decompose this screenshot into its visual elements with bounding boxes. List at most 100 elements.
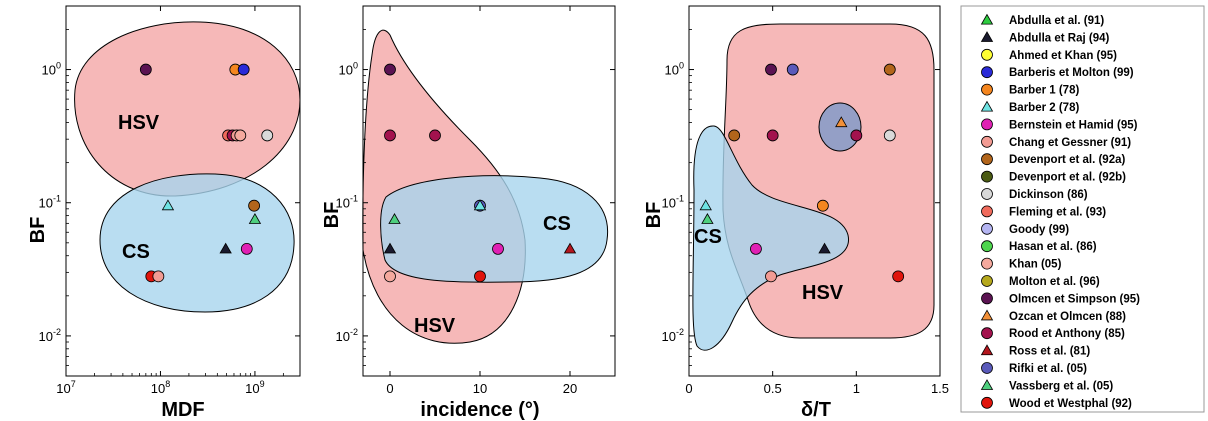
cs-region-label: CS bbox=[694, 226, 722, 248]
point-group bbox=[699, 63, 905, 283]
y-tick-label: 10-1 bbox=[39, 194, 61, 211]
point-group bbox=[139, 63, 274, 283]
tick-group: 0 10 20 10-2 10-1 100 bbox=[336, 5, 615, 396]
data-point bbox=[152, 270, 165, 283]
y-tick-label: 10-2 bbox=[336, 327, 358, 344]
data-point bbox=[139, 63, 152, 76]
legend-label: Abdulla et Raj (94) bbox=[1009, 32, 1109, 44]
legend-label: Devenport et al. (92b) bbox=[1009, 172, 1126, 184]
data-point bbox=[261, 129, 274, 142]
data-point bbox=[161, 199, 175, 211]
data-point bbox=[248, 199, 261, 212]
legend-marker bbox=[981, 205, 993, 218]
data-point bbox=[892, 270, 905, 283]
legend-items: Abdulla et al. (91) Abdulla et Raj (94) Ah… bbox=[980, 13, 1140, 410]
hsv-region-label: HSV bbox=[118, 112, 160, 134]
data-point bbox=[492, 243, 504, 255]
y-tick-label: 100 bbox=[665, 61, 684, 78]
data-point bbox=[388, 213, 401, 224]
data-point bbox=[786, 63, 799, 76]
data-point bbox=[765, 270, 777, 283]
legend-label: Wood et Westphal (92) bbox=[1009, 398, 1132, 410]
x-tick-label: 0.5 bbox=[764, 381, 782, 396]
panel-mdf: BF 107 108 109 10-2 10-1 100 HSV CS MDF bbox=[27, 5, 301, 421]
legend-marker bbox=[980, 309, 994, 321]
data-point bbox=[850, 129, 863, 142]
legend: Abdulla et al. (91) Abdulla et Raj (94) Ah… bbox=[960, 5, 1205, 413]
legend-label: Hasan et al. (86) bbox=[1009, 241, 1097, 253]
legend-label: Barber 1 (78) bbox=[1009, 85, 1079, 97]
legend-label: Barberis et Molton (99) bbox=[1009, 67, 1134, 79]
tick-group: 107 108 109 10-2 10-1 100 bbox=[39, 5, 301, 396]
data-point bbox=[473, 199, 487, 211]
y-axis-title: BF bbox=[27, 217, 49, 244]
legend-marker bbox=[981, 135, 993, 148]
legend-label: Barber 2 (78) bbox=[1009, 102, 1079, 114]
data-point bbox=[237, 63, 250, 76]
hsv-region bbox=[74, 21, 301, 197]
data-point bbox=[728, 129, 741, 142]
legend-frame bbox=[960, 5, 1205, 413]
x-tick-label: 0 bbox=[386, 381, 393, 396]
x-tick-label: 109 bbox=[245, 379, 264, 396]
legend-marker bbox=[981, 240, 993, 253]
cs-region bbox=[692, 125, 849, 351]
legend-label: Abdulla et al. (91) bbox=[1009, 15, 1104, 27]
legend-marker bbox=[980, 379, 994, 390]
data-point bbox=[699, 199, 712, 211]
legend-marker bbox=[980, 31, 994, 42]
legend-marker bbox=[981, 362, 993, 374]
y-tick-label: 10-2 bbox=[39, 327, 61, 344]
legend-label: Molton et al. (96) bbox=[1009, 276, 1100, 288]
legend-marker bbox=[981, 118, 993, 131]
x-tick-label: 1.5 bbox=[931, 381, 949, 396]
region-group bbox=[74, 21, 301, 313]
panel-delta-t: BF 0 0.5 1 1.5 10-2 10-1 100 HSV CS δ/T bbox=[643, 5, 949, 421]
region-group bbox=[362, 29, 609, 344]
legend-label: Ozcan et Olmcen (88) bbox=[1009, 311, 1126, 323]
y-tick-label: 10-1 bbox=[336, 194, 358, 211]
x-tick-label: 20 bbox=[563, 381, 577, 396]
tick-group: 0 0.5 1 1.5 10-2 10-1 100 bbox=[662, 5, 949, 396]
legend-marker bbox=[980, 100, 994, 112]
legend-marker bbox=[980, 13, 994, 25]
legend-marker bbox=[981, 188, 993, 200]
x-tick-label: 108 bbox=[151, 379, 170, 396]
legend-marker bbox=[980, 344, 994, 356]
legend-label: Devenport et al. (92a) bbox=[1009, 154, 1125, 166]
data-point bbox=[835, 116, 848, 128]
y-axis-title: BF bbox=[643, 202, 665, 229]
x-tick-label: 0 bbox=[685, 381, 692, 396]
panel-incidence: BF 0 10 20 10-2 10-1 100 HSV CS incidence (°) bbox=[321, 5, 616, 421]
data-point bbox=[384, 270, 396, 283]
data-point bbox=[219, 242, 232, 254]
x-tick-label: 1 bbox=[853, 381, 860, 396]
legend-label: Goody (99) bbox=[1009, 224, 1069, 236]
data-point bbox=[750, 243, 762, 255]
legend-marker bbox=[981, 66, 993, 79]
legend-label: Vassberg et al. (05) bbox=[1009, 380, 1113, 392]
legend-marker bbox=[981, 83, 993, 96]
legend-label: Bernstein et Hamid (95) bbox=[1009, 119, 1138, 131]
data-point bbox=[384, 129, 396, 142]
x-axis-title: incidence (°) bbox=[420, 399, 539, 421]
hsv-region-label: HSV bbox=[414, 315, 456, 337]
y-tick-label: 10-1 bbox=[662, 194, 684, 211]
legend-marker bbox=[981, 292, 993, 305]
region-group bbox=[692, 23, 935, 351]
data-point bbox=[765, 63, 777, 76]
y-tick-label: 100 bbox=[42, 61, 61, 78]
legend-label: Rifki et al. (05) bbox=[1009, 363, 1087, 375]
legend-marker bbox=[981, 222, 993, 235]
data-point bbox=[383, 242, 397, 254]
legend-marker bbox=[981, 153, 993, 166]
x-axis-title: MDF bbox=[161, 399, 204, 421]
legend-marker bbox=[981, 327, 993, 340]
y-axis-title: BF bbox=[321, 202, 343, 229]
data-point bbox=[429, 129, 441, 142]
y-tick-label: 10-2 bbox=[662, 327, 684, 344]
plot-frame bbox=[65, 5, 301, 377]
x-tick-label: 10 bbox=[473, 381, 487, 396]
x-tick-label: 107 bbox=[56, 379, 75, 396]
